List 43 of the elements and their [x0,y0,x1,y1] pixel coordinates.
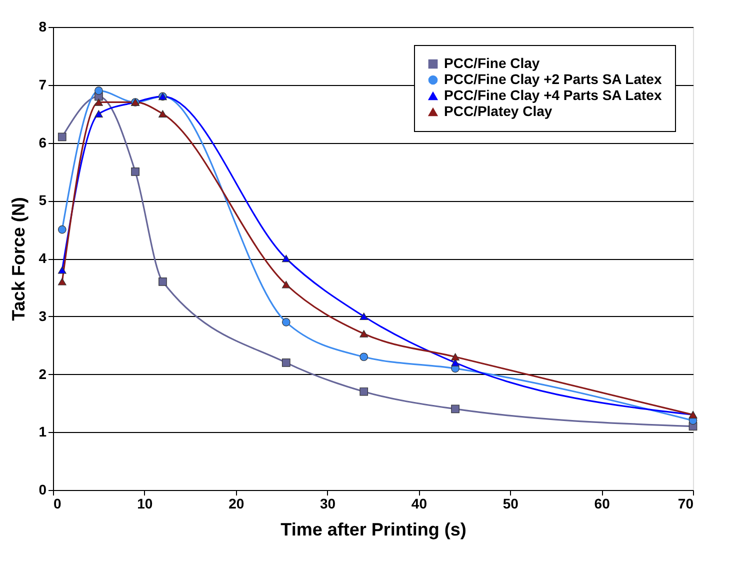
y-tick-label: 6 [38,134,47,150]
point [94,86,103,95]
point [360,312,368,320]
x-tick-label: 50 [502,496,519,512]
point [451,353,460,361]
y-tick-label: 5 [38,192,47,208]
point [58,225,66,234]
y-tick-label: 8 [38,18,47,34]
x-tick-label: 70 [678,496,694,512]
legend-label: PCC/Fine Clay [444,55,540,71]
x-tick-label: 20 [228,496,244,512]
y-tick-label: 3 [38,308,47,324]
point [158,110,167,118]
y-axis-title: Tack Force (N) [8,197,29,321]
point [282,254,290,262]
point [360,330,368,338]
point [360,352,368,362]
y-tick-label: 1 [38,424,47,440]
x-tick-label: 60 [594,496,610,512]
y-tick-label: 0 [38,482,47,498]
point [58,132,66,142]
point [94,110,103,118]
x-tick-label: 30 [320,496,336,512]
y-tick-label: 2 [38,366,47,382]
point [282,280,290,288]
point [282,318,290,326]
legend-label: PCC/Fine Clay +4 Parts SA Latex [444,87,662,103]
y-tick-label: 4 [38,250,47,266]
point [58,278,66,286]
x-tick-label: 0 [54,496,62,512]
point [451,404,460,414]
point [58,266,66,274]
point [158,277,167,286]
x-tick-label: 40 [411,496,428,512]
x-tick-label: 10 [137,496,153,512]
point [282,358,290,367]
legend-label: PCC/Fine Clay +2 Parts SA Latex [444,71,662,87]
point [131,168,140,176]
legend-label: PCC/Platey Clay [444,103,552,119]
point [360,387,368,396]
point [94,98,103,106]
x-axis-title: Time after Printing (s) [280,520,466,540]
y-tick-label: 7 [38,76,47,92]
